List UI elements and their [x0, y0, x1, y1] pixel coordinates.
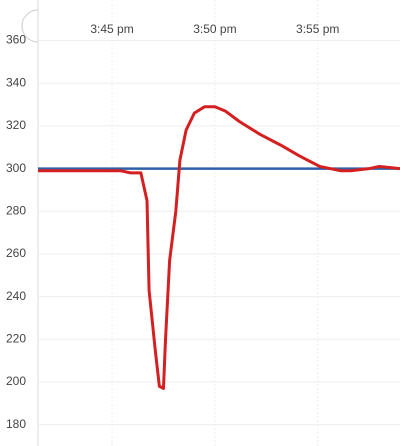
- y-tick-label: 280: [6, 203, 26, 217]
- control-edge: [21, 9, 39, 43]
- y-tick-label: 200: [6, 374, 26, 388]
- x-tick-label: 3:50 pm: [193, 22, 236, 36]
- series-line: [38, 105, 400, 390]
- x-tick-label: 3:45 pm: [90, 22, 133, 36]
- labels: 180 200 220 240 260 280 300 320 340 360 3:45 pm 3:5…: [6, 22, 339, 431]
- y-tick-label: 180: [6, 417, 26, 431]
- y-tick-label: 240: [6, 289, 26, 303]
- y-tick-label: 300: [6, 161, 26, 175]
- y-tick-label: 320: [6, 118, 26, 132]
- y-tick-label: 220: [6, 331, 26, 345]
- y-tick-label: 340: [6, 75, 26, 89]
- plot: [38, 105, 400, 390]
- x-tick-label: 3:55 pm: [296, 22, 339, 36]
- y-tick-label: 260: [6, 246, 26, 260]
- y-tick-label: 360: [6, 33, 26, 47]
